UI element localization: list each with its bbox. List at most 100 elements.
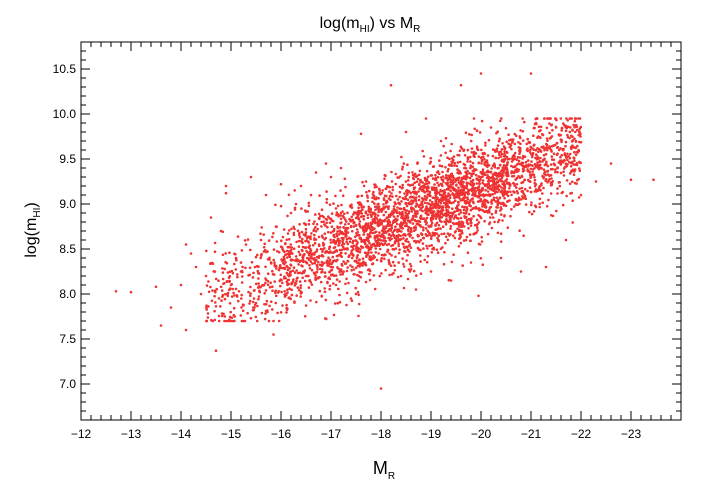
- data-point: [189, 252, 193, 255]
- data-point: [402, 197, 406, 201]
- data-point: [534, 188, 538, 191]
- data-point: [312, 271, 316, 275]
- y-axis-label: log(mHI): [23, 202, 43, 257]
- data-point: [484, 160, 487, 164]
- data-point: [376, 236, 379, 239]
- data-point: [377, 205, 381, 208]
- data-point: [568, 182, 572, 185]
- data-point: [529, 203, 533, 207]
- data-point: [404, 201, 408, 205]
- data-point: [465, 208, 469, 211]
- data-point: [410, 195, 413, 198]
- data-point: [293, 300, 296, 303]
- data-point: [400, 155, 403, 159]
- data-point: [426, 213, 429, 216]
- data-point: [453, 193, 456, 197]
- data-point: [515, 163, 519, 166]
- data-point: [339, 230, 342, 233]
- data-point: [412, 226, 416, 229]
- data-point: [393, 236, 397, 240]
- data-point: [493, 220, 496, 224]
- data-point: [429, 225, 433, 228]
- data-point: [503, 191, 506, 195]
- data-point: [503, 185, 507, 188]
- data-point: [453, 222, 456, 226]
- data-point: [521, 161, 525, 165]
- data-point: [480, 162, 483, 165]
- data-point: [392, 234, 396, 237]
- data-point: [287, 238, 291, 241]
- data-point: [514, 178, 517, 181]
- data-point: [515, 186, 518, 189]
- data-point: [350, 299, 354, 303]
- data-point: [402, 237, 405, 240]
- data-point: [356, 194, 360, 198]
- data-point: [334, 283, 338, 287]
- data-point: [314, 277, 318, 281]
- data-point: [509, 138, 513, 141]
- data-point: [568, 117, 572, 120]
- data-point: [345, 303, 348, 307]
- data-point: [543, 148, 546, 152]
- data-point: [391, 185, 395, 189]
- data-point: [469, 139, 473, 143]
- data-point: [219, 305, 222, 308]
- data-point: [274, 203, 277, 207]
- data-point: [477, 294, 480, 298]
- data-point: [439, 202, 443, 205]
- data-point: [433, 191, 437, 195]
- data-point: [351, 229, 354, 233]
- data-point: [289, 258, 293, 262]
- data-point: [431, 214, 434, 217]
- data-point: [213, 241, 217, 245]
- data-point: [494, 200, 497, 203]
- data-point: [524, 164, 527, 168]
- data-point: [303, 279, 307, 283]
- data-point: [472, 201, 475, 205]
- data-point: [372, 190, 375, 194]
- data-point: [426, 175, 430, 179]
- data-point: [499, 256, 503, 260]
- data-point: [545, 126, 549, 130]
- data-point: [296, 229, 300, 232]
- data-point: [377, 252, 380, 255]
- data-point: [286, 288, 289, 292]
- data-point: [481, 179, 485, 182]
- data-point: [239, 314, 243, 317]
- data-point: [412, 269, 416, 273]
- data-point: [469, 221, 473, 224]
- data-point: [449, 227, 452, 230]
- data-point: [441, 206, 444, 210]
- data-point: [578, 130, 581, 133]
- data-point: [279, 311, 283, 314]
- data-point: [369, 213, 373, 217]
- data-point: [279, 284, 282, 288]
- data-point: [499, 240, 503, 243]
- data-point: [507, 133, 510, 136]
- data-point: [300, 230, 304, 234]
- data-point: [506, 161, 510, 164]
- data-point: [539, 163, 542, 167]
- data-point: [441, 246, 444, 249]
- data-point: [461, 197, 464, 201]
- data-point: [345, 240, 348, 244]
- data-point: [419, 216, 422, 220]
- data-point: [545, 205, 549, 208]
- data-point: [525, 142, 528, 146]
- data-point: [492, 196, 496, 200]
- data-point: [449, 224, 453, 228]
- data-point: [463, 163, 467, 167]
- data-point: [411, 236, 414, 240]
- data-point: [465, 184, 469, 188]
- data-point: [222, 312, 225, 316]
- data-point: [497, 139, 501, 143]
- data-point: [434, 217, 438, 220]
- data-point: [260, 284, 264, 287]
- data-point: [252, 308, 256, 312]
- data-point: [540, 167, 543, 170]
- data-point: [397, 242, 401, 245]
- data-point: [439, 139, 443, 143]
- data-point: [384, 210, 388, 214]
- data-point: [471, 197, 475, 200]
- data-point: [556, 166, 559, 170]
